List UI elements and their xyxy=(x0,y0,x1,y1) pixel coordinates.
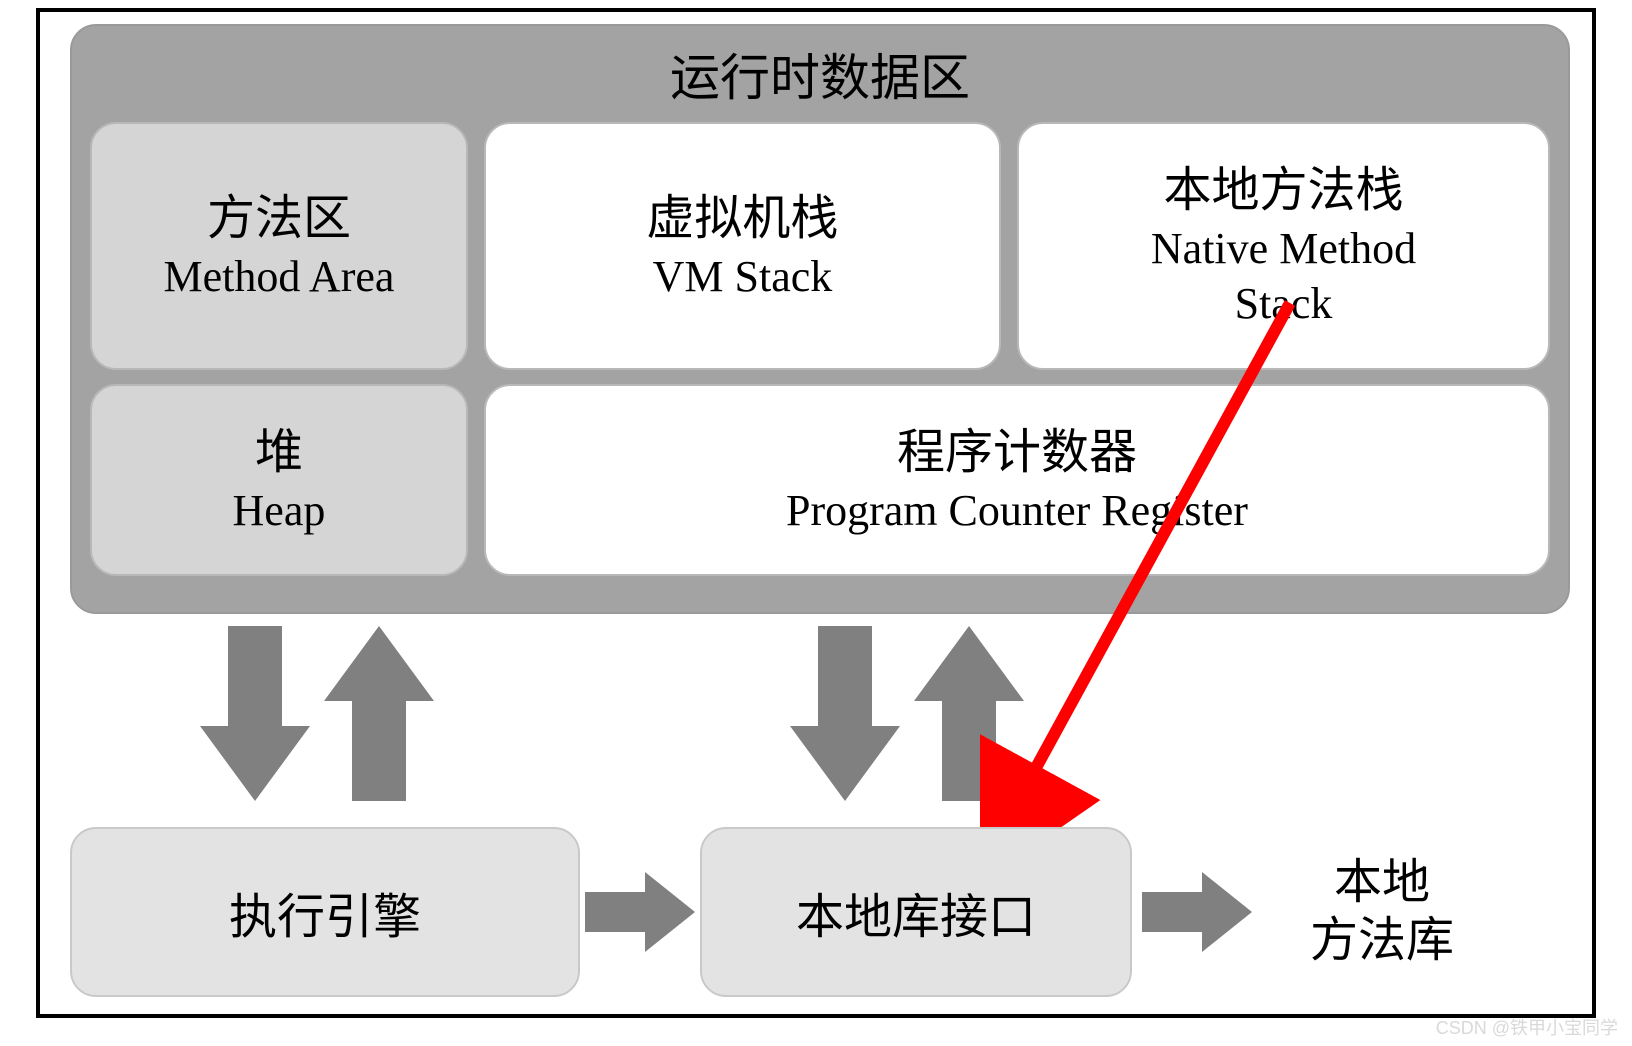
diagram-frame: 运行时数据区 方法区 Method Area 虚拟机栈 VM Stack 本地方… xyxy=(36,8,1596,1018)
native-lib-line1: 本地 xyxy=(1334,854,1430,912)
runtime-area-title: 运行时数据区 xyxy=(72,26,1568,122)
arrow-down-icon xyxy=(200,626,310,801)
exec-engine-label: 执行引擎 xyxy=(229,877,421,947)
heap-en: Heap xyxy=(233,483,326,538)
native-method-library-label: 本地 方法库 xyxy=(1262,854,1502,969)
vm-stack-cell: 虚拟机栈 VM Stack xyxy=(484,122,1001,370)
arrow-pair-left xyxy=(200,626,434,801)
heap-cn: 堆 xyxy=(255,423,303,483)
native-library-interface-cell: 本地库接口 xyxy=(700,827,1132,997)
heap-cell: 堆 Heap xyxy=(90,384,468,576)
method-area-cn: 方法区 xyxy=(207,189,351,249)
execution-engine-cell: 执行引擎 xyxy=(70,827,580,997)
method-area-en: Method Area xyxy=(163,249,394,304)
arrow-up-icon xyxy=(324,626,434,801)
vm-stack-en: VM Stack xyxy=(653,249,833,304)
native-method-stack-cell: 本地方法栈 Native Method Stack xyxy=(1017,122,1550,370)
arrow-up-icon xyxy=(914,626,1024,801)
arrow-right-icon xyxy=(585,872,695,952)
runtime-data-area-container: 运行时数据区 方法区 Method Area 虚拟机栈 VM Stack 本地方… xyxy=(70,24,1570,614)
native-lib-if-label: 本地库接口 xyxy=(796,877,1036,947)
pcr-en: Program Counter Register xyxy=(786,483,1248,538)
bottom-row: 执行引擎 本地库接口 本地 方法库 xyxy=(70,812,1570,1012)
pcr-cn: 程序计数器 xyxy=(897,423,1137,483)
arrow-pair-right xyxy=(790,626,1024,801)
arrow-right-icon xyxy=(1142,872,1252,952)
method-area-cell: 方法区 Method Area xyxy=(90,122,468,370)
runtime-row-1: 方法区 Method Area 虚拟机栈 VM Stack 本地方法栈 Nati… xyxy=(72,122,1568,370)
arrow-right-1-wrap xyxy=(580,827,700,997)
native-stack-cn: 本地方法栈 xyxy=(1163,161,1403,221)
native-stack-en: Native Method Stack xyxy=(1151,221,1416,331)
arrow-right-2-wrap xyxy=(1132,827,1262,997)
program-counter-register-cell: 程序计数器 Program Counter Register xyxy=(484,384,1550,576)
arrow-down-icon xyxy=(790,626,900,801)
vm-stack-cn: 虚拟机栈 xyxy=(646,189,838,249)
native-lib-line2: 方法库 xyxy=(1310,912,1454,970)
watermark-text: CSDN @铁甲小宝同学 xyxy=(1436,1014,1618,1040)
runtime-row-2: 堆 Heap 程序计数器 Program Counter Register xyxy=(72,370,1568,576)
